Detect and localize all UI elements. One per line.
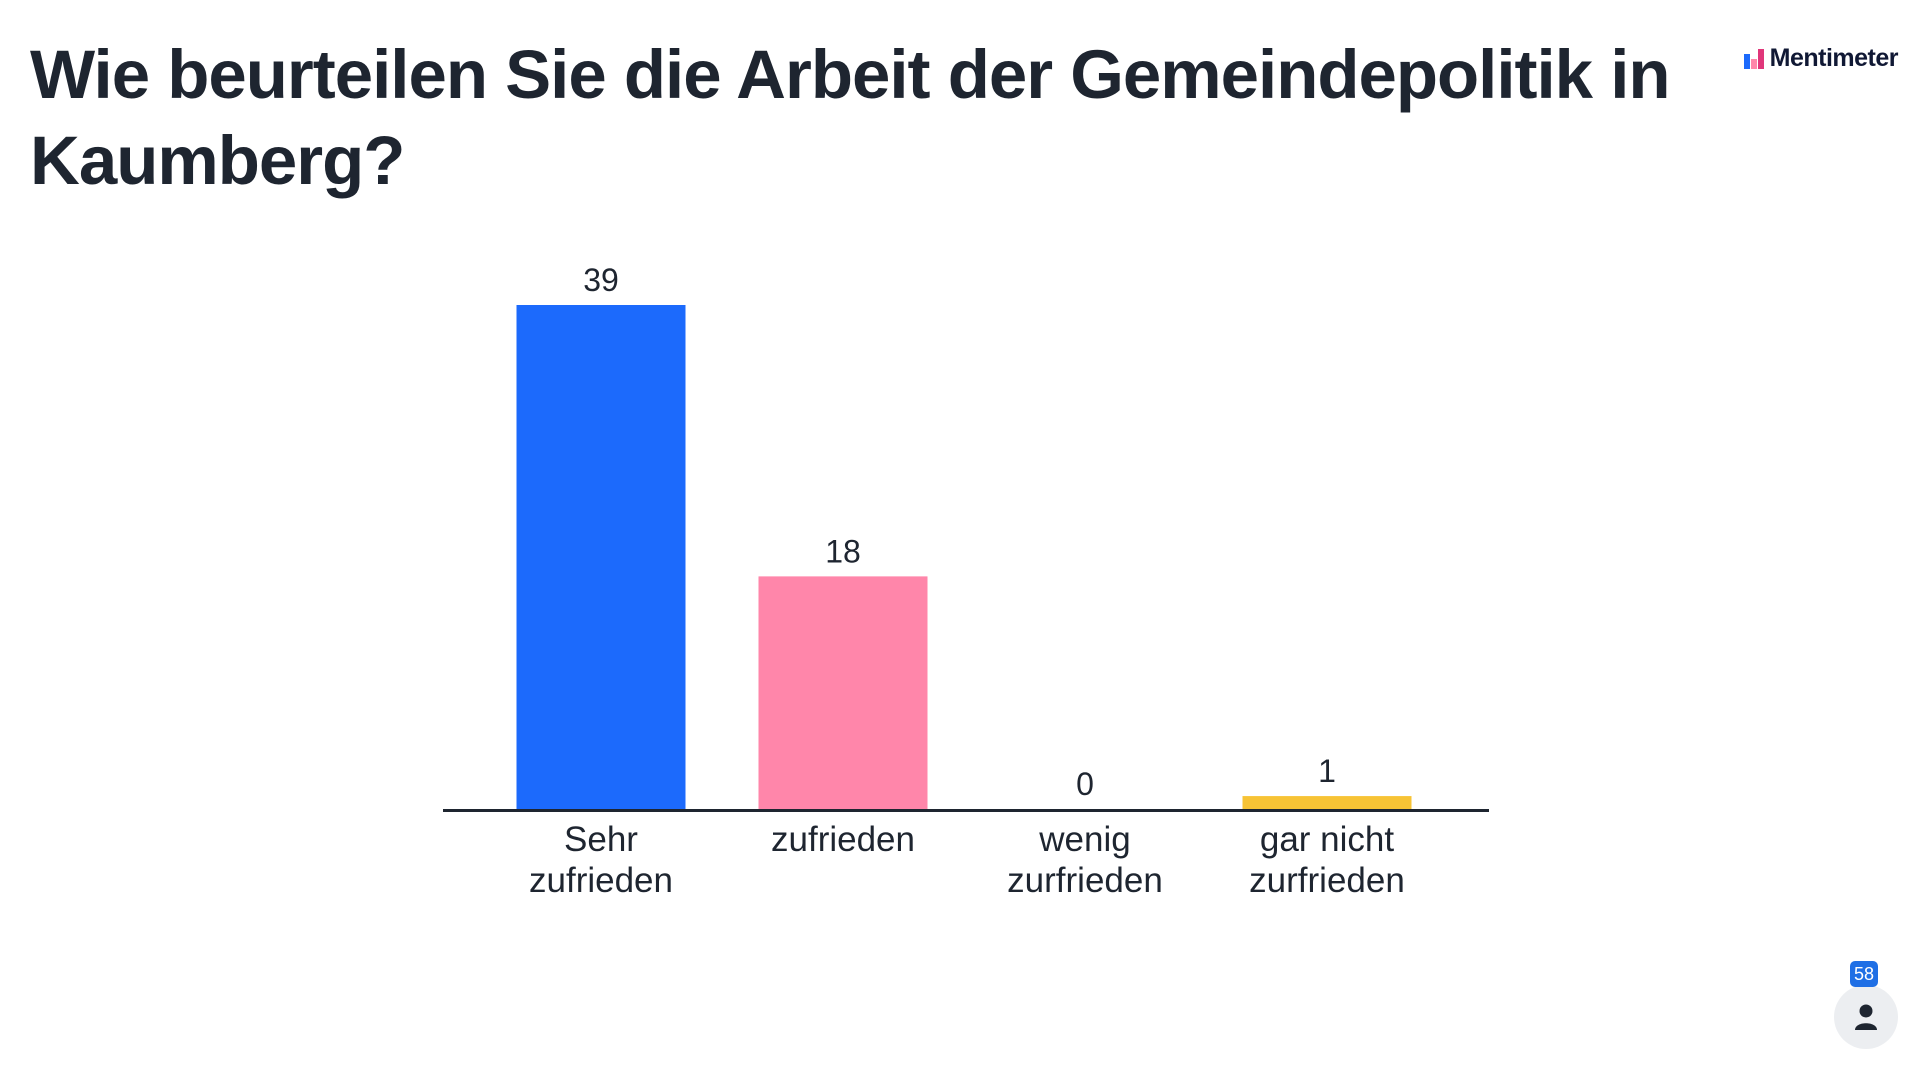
bar-4 (1242, 796, 1412, 809)
category-label-line: zurfrieden (1249, 861, 1405, 900)
participants-button[interactable]: 58 (1834, 961, 1898, 1049)
person-icon (1855, 1004, 1877, 1030)
category-label-line: gar nicht (1260, 820, 1395, 859)
bar-2 (758, 576, 928, 809)
mentimeter-logo-icon (1743, 48, 1764, 69)
bar-1 (516, 305, 686, 809)
category-label: wenig zurfrieden (1007, 820, 1163, 900)
bar-value-label: 39 (583, 262, 619, 298)
category-label-line: zurfrieden (1007, 861, 1163, 900)
category-label-line: zufrieden (529, 861, 673, 900)
participants-avatar[interactable] (1834, 985, 1898, 1049)
category-label: zufrieden (771, 820, 915, 859)
brand-name: Mentimeter (1769, 44, 1899, 72)
category-label-line: wenig (1038, 820, 1130, 859)
category-label-line: Sehr (564, 820, 638, 859)
category-label: gar nicht zurfrieden (1249, 820, 1405, 900)
category-label: Sehr zufrieden (529, 820, 673, 900)
bar-value-label: 1 (1318, 753, 1336, 789)
brand-logo: Mentimeter (1743, 44, 1899, 73)
category-label-line: zufrieden (771, 820, 915, 859)
bar-value-label: 18 (825, 533, 861, 569)
question-title: Wie beurteilen Sie die Arbeit der Gemein… (30, 36, 1671, 199)
participant-count-badge: 58 (1850, 961, 1878, 987)
bar-value-label: 0 (1076, 766, 1094, 802)
